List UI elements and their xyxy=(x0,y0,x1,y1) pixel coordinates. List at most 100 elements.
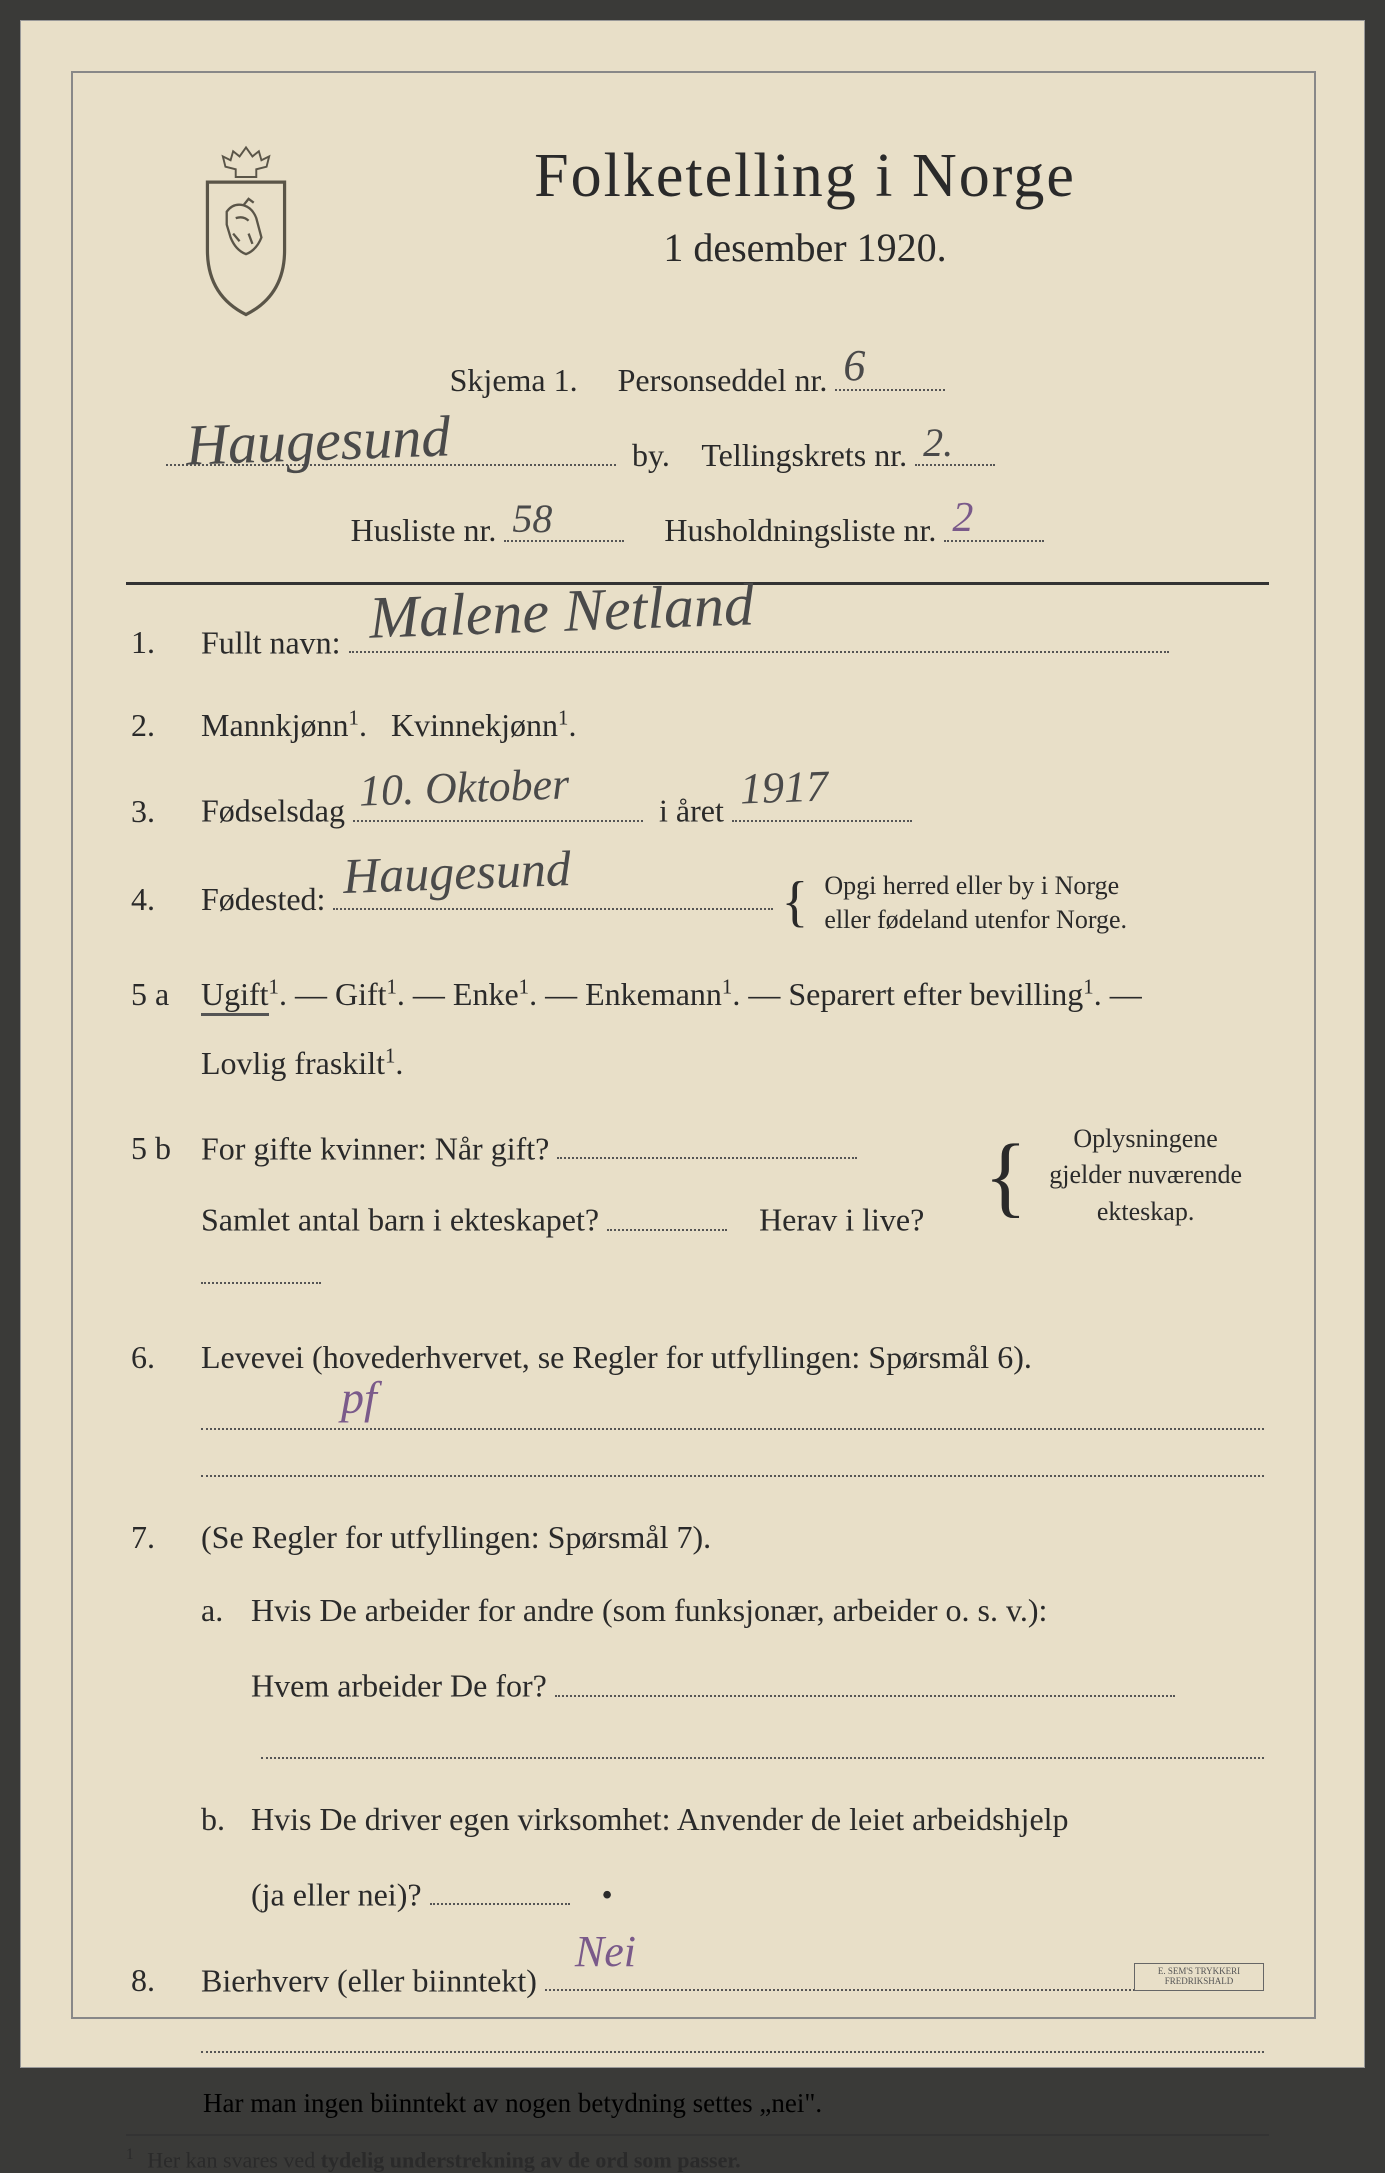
q5a-separert: Separert efter bevilling xyxy=(788,976,1083,1012)
meta-line-1: Skjema 1. Personseddel nr. 6 xyxy=(126,356,1269,399)
question-5b-cont: Samlet antal barn i ekteskapet? Herav i … xyxy=(131,1192,1264,1299)
hint-text: Har man ingen biinntekt av nogen betydni… xyxy=(203,2088,1264,2119)
q6-value: pf xyxy=(341,1371,377,1424)
q2-male: Mannkjønn xyxy=(201,707,349,743)
q5a-gift: Gift xyxy=(335,976,387,1012)
footnote-rule xyxy=(126,2134,1269,2136)
q5a-enke: Enke xyxy=(453,976,519,1012)
subtitle: 1 desember 1920. xyxy=(341,224,1269,271)
coat-of-arms-icon xyxy=(181,141,311,321)
q4-field: Haugesund xyxy=(333,872,773,910)
q4-label: Fødested: xyxy=(201,881,325,917)
q7a-line1: Hvis De arbeider for andre (som funksjon… xyxy=(251,1592,1047,1628)
schema-label: Skjema 1. xyxy=(450,362,578,398)
q8-label: Bierhverv (eller biinntekt) xyxy=(201,1962,537,1998)
q8-field: Nei xyxy=(545,1953,1135,1991)
q7b-line1: Hvis De driver egen virksomhet: Anvender… xyxy=(251,1801,1069,1837)
footnote-text-b: tydelig understrekning av de ord som pas… xyxy=(321,2147,741,2172)
q5a-enkemann: Enkemann xyxy=(585,976,722,1012)
city-suffix: by. xyxy=(632,437,670,473)
q5b-field1 xyxy=(557,1121,857,1159)
q2-num: 2. xyxy=(131,700,201,751)
q3-num: 3. xyxy=(131,786,201,837)
q6-label: Levevei (hovederhvervet, se Regler for u… xyxy=(201,1339,1032,1375)
q7b-letter: b. xyxy=(201,1794,251,1845)
q5b-field3 xyxy=(201,1246,321,1284)
meta-section: Skjema 1. Personseddel nr. 6 Haugesund b… xyxy=(126,356,1269,550)
district-value: 2. xyxy=(923,419,953,466)
question-7b-cont: (ja eller nei)? • xyxy=(201,1867,1264,1921)
meta-line-3: Husliste nr. 58 Husholdningsliste nr. 2 xyxy=(126,506,1269,549)
header: Folketelling i Norge 1 desember 1920. xyxy=(126,141,1269,321)
q5b-label3: Herav i live? xyxy=(759,1202,924,1238)
husliste-field: 58 xyxy=(504,506,624,541)
q5a-fraskilt: Lovlig fraskilt xyxy=(201,1045,385,1081)
question-2: 2. Mannkjønn1. Kvinnekjønn1. xyxy=(131,700,1264,751)
question-7a: a. Hvis De arbeider for andre (som funks… xyxy=(201,1585,1264,1636)
q8-field-2 xyxy=(201,2051,1264,2053)
q3-day-field: 10. Oktober xyxy=(353,783,643,821)
person-nr-field: 6 xyxy=(835,356,945,391)
q7a-line2: Hvem arbeider De for? xyxy=(251,1668,547,1704)
q2-female: Kvinnekjønn xyxy=(391,707,558,743)
q7b-field xyxy=(430,1867,570,1905)
q6-field-2 xyxy=(201,1475,1264,1477)
q3-year-field: 1917 xyxy=(732,783,912,821)
question-5b: 5 b For gifte kvinner: Når gift? { Oplys… xyxy=(131,1121,1264,1175)
q7-label: (Se Regler for utfyllingen: Spørsmål 7). xyxy=(201,1519,711,1555)
q7a-field-2 xyxy=(261,1757,1264,1759)
q5a-num: 5 a xyxy=(131,969,201,1020)
q6-field: pf xyxy=(201,1428,1264,1430)
footnote: 1 Her kan svares ved tydelig understrekn… xyxy=(126,2146,1269,2173)
question-8: 8. Bierhverv (eller biinntekt) Nei xyxy=(131,1953,1264,2007)
questions-section: 1. Fullt navn: Malene Netland 2. Mannkjø… xyxy=(126,615,1269,2120)
footnote-marker: 1 xyxy=(126,2146,134,2163)
q1-label: Fullt navn: xyxy=(201,624,341,660)
q8-value: Nei xyxy=(575,1917,636,1987)
q5b-field2 xyxy=(607,1192,727,1230)
q5a-ugift: Ugift xyxy=(201,976,269,1016)
question-5a: 5 a Ugift1. — Gift1. — Enke1. — Enkemann… xyxy=(131,969,1264,1020)
brace-icon: { xyxy=(781,880,808,925)
q3-year-label: i året xyxy=(659,793,724,829)
q1-field: Malene Netland xyxy=(349,615,1169,653)
question-3: 3. Fødselsdag 10. Oktober i året 1917 xyxy=(131,783,1264,837)
city-value: Haugesund xyxy=(185,403,451,479)
question-7: 7. (Se Regler for utfyllingen: Spørsmål … xyxy=(131,1512,1264,1563)
husliste-value: 58 xyxy=(512,495,552,542)
q1-num: 1. xyxy=(131,617,201,668)
q5b-num: 5 b xyxy=(131,1123,201,1174)
household-label: Husholdningsliste nr. xyxy=(664,513,936,549)
q4-num: 4. xyxy=(131,874,201,925)
district-field: 2. xyxy=(915,431,995,466)
q3-year-value: 1917 xyxy=(739,752,829,825)
household-value: 2 xyxy=(952,494,973,542)
q7-num: 7. xyxy=(131,1512,201,1563)
printer-mark: E. SEM'S TRYKKERI FREDRIKSHALD xyxy=(1134,1963,1264,1991)
question-1: 1. Fullt navn: Malene Netland xyxy=(131,615,1264,669)
title-block: Folketelling i Norge 1 desember 1920. xyxy=(341,141,1269,271)
question-4: 4. Fødested: Haugesund { Opgi herred ell… xyxy=(131,869,1264,937)
census-form-page: Folketelling i Norge 1 desember 1920. Sk… xyxy=(20,20,1365,2068)
main-title: Folketelling i Norge xyxy=(341,141,1269,212)
q4-note: Opgi herred eller by i Norge eller fødel… xyxy=(824,869,1127,937)
q7a-letter: a. xyxy=(201,1585,251,1636)
footnote-text-a: Her kan svares ved xyxy=(147,2147,321,2172)
q4-value: Haugesund xyxy=(342,828,572,916)
q5b-label1: For gifte kvinner: Når gift? xyxy=(201,1130,549,1166)
q5b-label2: Samlet antal barn i ekteskapet? xyxy=(201,1202,599,1238)
question-7a-cont: Hvem arbeider De for? xyxy=(201,1658,1264,1712)
question-7b: b. Hvis De driver egen virksomhet: Anven… xyxy=(201,1794,1264,1845)
meta-line-2: Haugesund by. Tellingskrets nr. 2. xyxy=(126,431,1269,474)
household-field: 2 xyxy=(944,506,1044,541)
husliste-label: Husliste nr. xyxy=(351,513,497,549)
q7b-line2: (ja eller nei)? xyxy=(251,1876,422,1912)
city-field: Haugesund xyxy=(166,431,616,466)
person-label: Personseddel nr. xyxy=(618,362,828,398)
q6-num: 6. xyxy=(131,1332,201,1383)
person-nr-value: 6 xyxy=(843,340,865,391)
district-label: Tellingskrets nr. xyxy=(701,437,907,473)
q1-value: Malene Netland xyxy=(367,556,755,665)
question-5a-cont: Lovlig fraskilt1. xyxy=(131,1038,1264,1089)
q3-label: Fødselsdag xyxy=(201,793,345,829)
